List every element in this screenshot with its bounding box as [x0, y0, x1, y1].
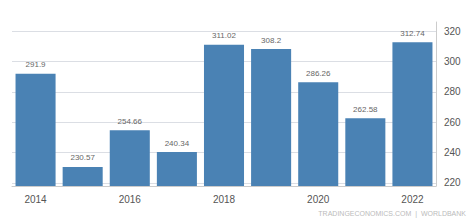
svg-text:260: 260 — [444, 117, 461, 128]
svg-text:2014: 2014 — [24, 194, 47, 205]
svg-text:240.34: 240.34 — [165, 139, 190, 148]
svg-text:220: 220 — [444, 177, 461, 188]
svg-text:TRADINGECONOMICS.COM | WORLD: TRADINGECONOMICS.COM | WORLDBANK — [318, 210, 466, 218]
svg-text:254.66: 254.66 — [118, 117, 143, 126]
svg-text:291.9: 291.9 — [26, 60, 47, 69]
svg-text:286.26: 286.26 — [306, 69, 331, 78]
svg-text:2018: 2018 — [213, 194, 236, 205]
svg-text:240: 240 — [444, 147, 461, 158]
svg-text:280: 280 — [444, 86, 461, 97]
svg-text:320: 320 — [444, 26, 461, 37]
svg-text:308.2: 308.2 — [261, 36, 282, 45]
svg-text:230.57: 230.57 — [70, 153, 95, 162]
svg-text:311.02: 311.02 — [212, 31, 236, 40]
svg-text:300: 300 — [444, 56, 461, 67]
svg-text:2016: 2016 — [119, 194, 142, 205]
svg-text:2020: 2020 — [307, 194, 330, 205]
svg-text:262.58: 262.58 — [353, 105, 378, 114]
svg-text:312.74: 312.74 — [400, 29, 425, 38]
svg-text:2022: 2022 — [401, 194, 424, 205]
